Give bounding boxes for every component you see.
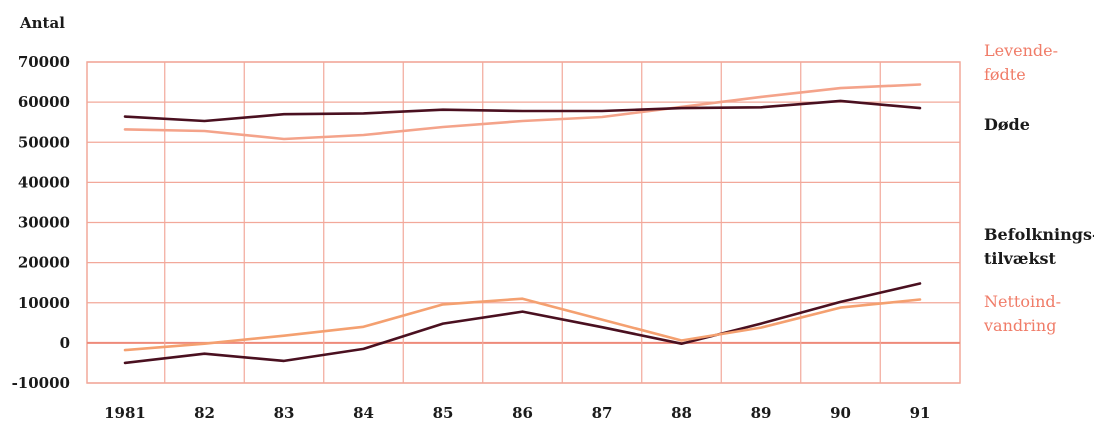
legend-label-levendefodte: fødte	[984, 65, 1026, 84]
series-line-nettoindvandring	[123, 297, 922, 352]
y-tick-label: 10000	[18, 294, 70, 312]
legend-label-dode: Døde	[984, 115, 1030, 134]
legend-label-nettoindvandring: vandring	[983, 316, 1056, 335]
series-lines	[123, 83, 922, 365]
x-tick-label: 84	[353, 404, 374, 422]
x-tick-label: 85	[433, 404, 454, 422]
x-tick-label: 83	[274, 404, 295, 422]
x-tick-label: 87	[592, 404, 613, 422]
y-tick-label: 20000	[18, 254, 70, 272]
legend-label-levendefodte: Levende-	[984, 41, 1058, 60]
x-tick-label: 82	[194, 404, 215, 422]
y-axis-title: Antal	[19, 14, 65, 32]
y-tick-label: 50000	[18, 133, 70, 151]
y-tick-label: 60000	[18, 93, 70, 111]
y-tick-label: 0	[60, 334, 70, 352]
y-tick-label: 70000	[18, 53, 70, 71]
x-tick-label: 86	[512, 404, 533, 422]
x-tick-label: 88	[671, 404, 692, 422]
x-tick-label: 90	[830, 404, 851, 422]
x-tick-label: 91	[910, 404, 931, 422]
x-axis-ticks: 1981 82 83 84 85 86 87 88 89 90 91	[104, 404, 930, 422]
y-tick-label: -10000	[12, 374, 70, 392]
legend-label-befolkningstilvaekst: Befolknings-	[984, 225, 1094, 244]
legend: Levende-fødte Døde Befolknings-tilvækst Net…	[983, 41, 1094, 335]
y-tick-label: 40000	[18, 173, 70, 191]
series-line-befolkningstilvaekst	[123, 282, 922, 365]
y-axis-ticks: 70000 60000 50000 40000 30000 20000 10000 0 -100…	[12, 53, 70, 392]
legend-label-befolkningstilvaekst: tilvækst	[984, 249, 1057, 268]
grid	[86, 61, 961, 384]
x-tick-label: 89	[751, 404, 772, 422]
x-tick-label: 1981	[104, 404, 146, 422]
series-line-dode	[123, 99, 922, 123]
y-tick-label: 30000	[18, 214, 70, 232]
series-line-levendefodte	[123, 83, 922, 141]
legend-label-nettoindvandring: Nettoind-	[984, 292, 1061, 311]
